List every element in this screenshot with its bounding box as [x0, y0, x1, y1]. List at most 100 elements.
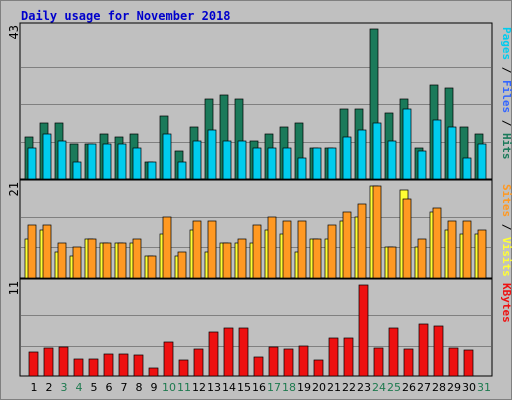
bar-kbytes-day-7: [118, 353, 129, 377]
bar-sites-day-10: [162, 216, 172, 279]
bar-sites-day-15: [237, 238, 247, 279]
bar-kbytes-day-29: [448, 347, 459, 377]
bar-sites-day-30: [462, 220, 472, 279]
bar-files-day-6: [102, 143, 112, 180]
bar-files-day-25: [387, 140, 397, 180]
bar-kbytes-day-9: [148, 367, 159, 377]
bar-kbytes-day-21: [328, 337, 339, 377]
bar-sites-day-23: [357, 203, 367, 279]
x-tick-label-day-22: 22: [342, 381, 356, 394]
bar-sites-day-27: [417, 238, 427, 279]
bar-kbytes-day-14: [223, 327, 234, 377]
bar-sites-day-20: [312, 238, 322, 279]
legend-visits-part-1: /: [500, 217, 512, 237]
bar-kbytes-day-27: [418, 323, 429, 377]
bar-sites-day-22: [342, 211, 352, 279]
bar-kbytes-day-26: [403, 348, 414, 377]
x-tick-label-day-2: 2: [46, 381, 53, 394]
x-tick-label-day-11: 11: [177, 381, 191, 394]
x-tick-label-day-27: 27: [417, 381, 431, 394]
legend-kbytes-part-0: KBytes: [500, 283, 512, 323]
bar-sites-day-12: [192, 220, 202, 279]
x-tick-label-day-16: 16: [252, 381, 266, 394]
bar-files-day-17: [267, 147, 277, 180]
bar-kbytes-day-25: [388, 327, 399, 377]
chart-title: Daily usage for November 2018: [21, 9, 231, 23]
bar-files-day-5: [87, 143, 97, 180]
bar-sites-day-7: [117, 242, 127, 279]
bar-sites-day-21: [327, 224, 337, 279]
bar-kbytes-day-16: [253, 356, 264, 377]
legend-hits: Pages / Files / Hits: [500, 27, 512, 160]
bar-kbytes-day-13: [208, 331, 219, 377]
x-tick-label-day-9: 9: [151, 381, 158, 394]
legend-hits-part-3: /: [500, 113, 512, 133]
bar-kbytes-day-1: [28, 351, 39, 377]
bar-sites-day-8: [132, 238, 142, 279]
x-tick-label-day-23: 23: [357, 381, 371, 394]
bar-sites-day-9: [147, 255, 157, 279]
bar-sites-day-25: [387, 246, 397, 279]
bar-files-day-20: [312, 147, 322, 180]
bar-sites-day-26: [402, 198, 412, 279]
bar-files-day-23: [357, 129, 367, 180]
bar-files-day-21: [327, 147, 337, 180]
bar-kbytes-day-12: [193, 348, 204, 377]
bar-files-day-31: [477, 143, 487, 180]
bar-sites-day-17: [267, 216, 277, 279]
bar-sites-day-24: [372, 185, 382, 279]
bar-files-day-28: [432, 119, 442, 180]
bar-files-day-22: [342, 136, 352, 180]
bar-files-day-14: [222, 140, 232, 180]
x-tick-label-day-10: 10: [162, 381, 176, 394]
x-tick-label-day-17: 17: [267, 381, 281, 394]
bar-sites-day-19: [297, 220, 307, 279]
bar-sites-day-4: [72, 246, 82, 279]
x-tick-label-day-6: 6: [106, 381, 113, 394]
bar-sites-day-29: [447, 220, 457, 279]
x-tick-label-day-8: 8: [136, 381, 143, 394]
bar-files-day-11: [177, 161, 187, 180]
bar-sites-day-2: [42, 224, 52, 279]
x-tick-label-day-31: 31: [477, 381, 491, 394]
x-tick-label-day-24: 24: [372, 381, 386, 394]
bar-sites-day-1: [27, 224, 37, 279]
bar-kbytes-day-19: [298, 345, 309, 377]
bar-kbytes-day-5: [88, 358, 99, 377]
bar-sites-day-31: [477, 229, 487, 279]
bar-files-day-7: [117, 143, 127, 180]
bar-kbytes-day-4: [73, 358, 84, 377]
bar-sites-day-6: [102, 242, 112, 279]
x-tick-label-day-14: 14: [222, 381, 236, 394]
bar-files-day-18: [282, 147, 292, 180]
legend-hits-part-1: /: [500, 60, 512, 80]
x-tick-label-day-30: 30: [462, 381, 476, 394]
x-tick-label-day-26: 26: [402, 381, 416, 394]
bar-kbytes-day-11: [178, 359, 189, 377]
bar-kbytes-day-30: [463, 349, 474, 377]
bar-files-day-8: [132, 147, 142, 180]
bar-files-day-29: [447, 126, 457, 180]
bar-kbytes-day-22: [343, 337, 354, 377]
bar-kbytes-day-15: [238, 327, 249, 377]
bar-kbytes-day-18: [283, 348, 294, 377]
bar-files-day-19: [297, 157, 307, 180]
bar-kbytes-day-20: [313, 359, 324, 377]
bar-files-day-12: [192, 140, 202, 180]
bar-files-day-27: [417, 150, 427, 180]
bar-files-day-30: [462, 157, 472, 180]
legend-hits-part-2: Files: [500, 80, 512, 113]
bar-files-day-16: [252, 147, 262, 180]
bar-files-day-9: [147, 161, 157, 180]
legend-visits-part-2: Visits: [500, 237, 512, 277]
bar-files-day-26: [402, 108, 412, 180]
bar-files-day-15: [237, 140, 247, 180]
bar-sites-day-14: [222, 242, 232, 279]
x-tick-label-day-21: 21: [327, 381, 341, 394]
bar-sites-day-5: [87, 238, 97, 279]
x-tick-label-day-3: 3: [61, 381, 68, 394]
bar-sites-day-3: [57, 242, 67, 279]
bar-sites-day-11: [177, 251, 187, 279]
bar-files-day-24: [372, 122, 382, 180]
